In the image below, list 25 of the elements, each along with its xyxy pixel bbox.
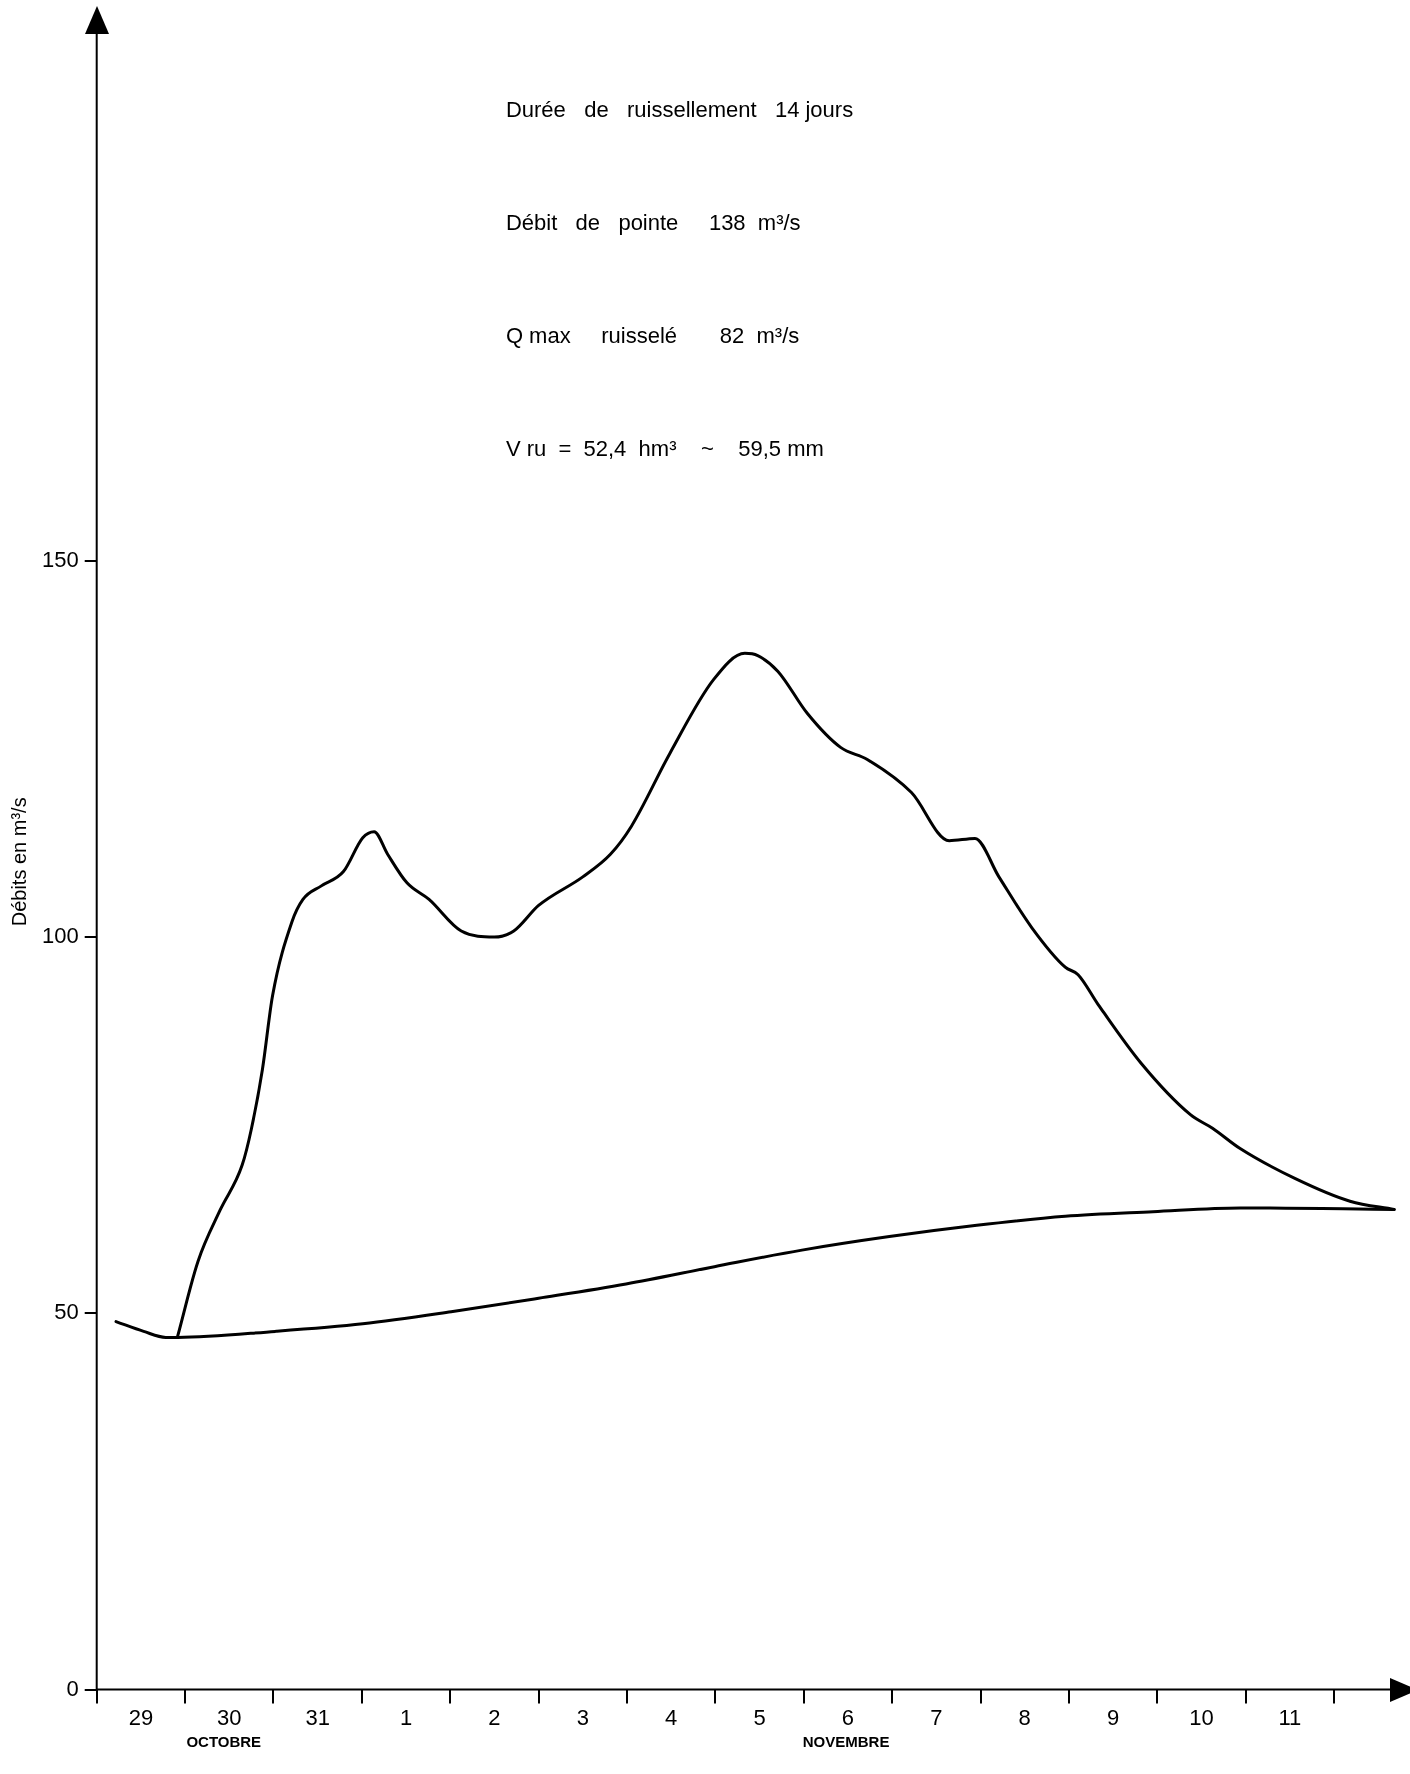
y-axis-title: Débits en m³/s <box>7 797 30 927</box>
x-tick-label: 9 <box>1106 1704 1120 1730</box>
annotation: Durée de ruissellement 14 jours <box>505 97 854 123</box>
x-tick-label: 3 <box>576 1704 589 1730</box>
x-tick-label: 30 <box>217 1704 242 1730</box>
x-tick-label: 11 <box>1278 1704 1302 1730</box>
x-tick-label: 6 <box>841 1704 855 1730</box>
y-tick-label: 50 <box>54 1299 79 1325</box>
x-tick-label: 8 <box>1018 1704 1031 1730</box>
x-tick-label: 7 <box>930 1704 943 1730</box>
x-tick-label: 29 <box>128 1704 154 1730</box>
y-tick-label: 150 <box>41 546 79 572</box>
text: NOVEMBRE <box>802 1733 890 1751</box>
x-tick-label: 10 <box>1189 1704 1214 1730</box>
x-tick-label: 4 <box>665 1704 678 1730</box>
x-tick-label: 2 <box>488 1704 501 1730</box>
x-tick-label: 5 <box>753 1704 766 1730</box>
y-tick-label: 0 <box>66 1675 79 1701</box>
annotation: Q max ruisselé 82 m³/s <box>505 323 800 349</box>
x-tick-label: 31 <box>305 1704 330 1730</box>
annotation: V ru = 52,4 hm³ ~ 59,5 mm <box>505 436 824 462</box>
y-tick-label: 100 <box>41 923 79 949</box>
annotation: Débit de pointe 138 m³/s <box>505 210 801 236</box>
text: OCTOBRE <box>186 1733 262 1751</box>
x-tick-label: 1 <box>399 1704 413 1730</box>
